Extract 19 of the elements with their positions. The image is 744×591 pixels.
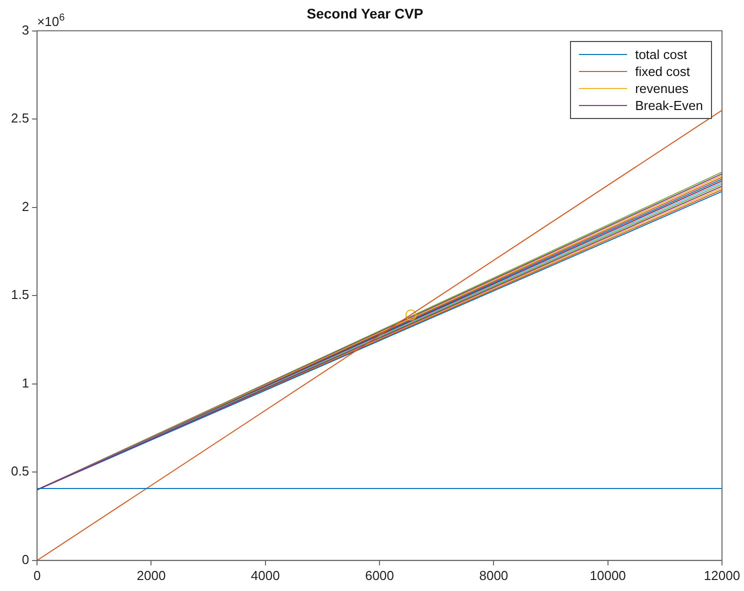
y-tick-label: 1.5 [10,287,30,302]
legend-label: Break-Even [635,98,703,113]
x-tick-label: 4000 [250,568,280,583]
legend-label: fixed cost [635,64,690,79]
y-tick-label: 0.5 [10,464,30,479]
x-tick-label: 10000 [590,568,626,583]
x-tick-label: 2000 [136,568,166,583]
legend-label: revenues [635,80,689,96]
legend-label: total cost [635,46,688,62]
y-tick-label: 1 [22,375,30,390]
chart-title: Second Year CVP [306,5,424,22]
x-tick-label: 0 [33,568,41,583]
y-tick-label: 2 [22,198,30,214]
y-tick-label: 3 [22,22,30,38]
y-tick-label: 0 [22,552,30,567]
y-tick-label: 2.5 [10,110,30,126]
x-tick-label: 6000 [365,568,394,583]
x-tick-label: 12000 [704,568,740,583]
x-tick-label: 8000 [479,568,508,583]
